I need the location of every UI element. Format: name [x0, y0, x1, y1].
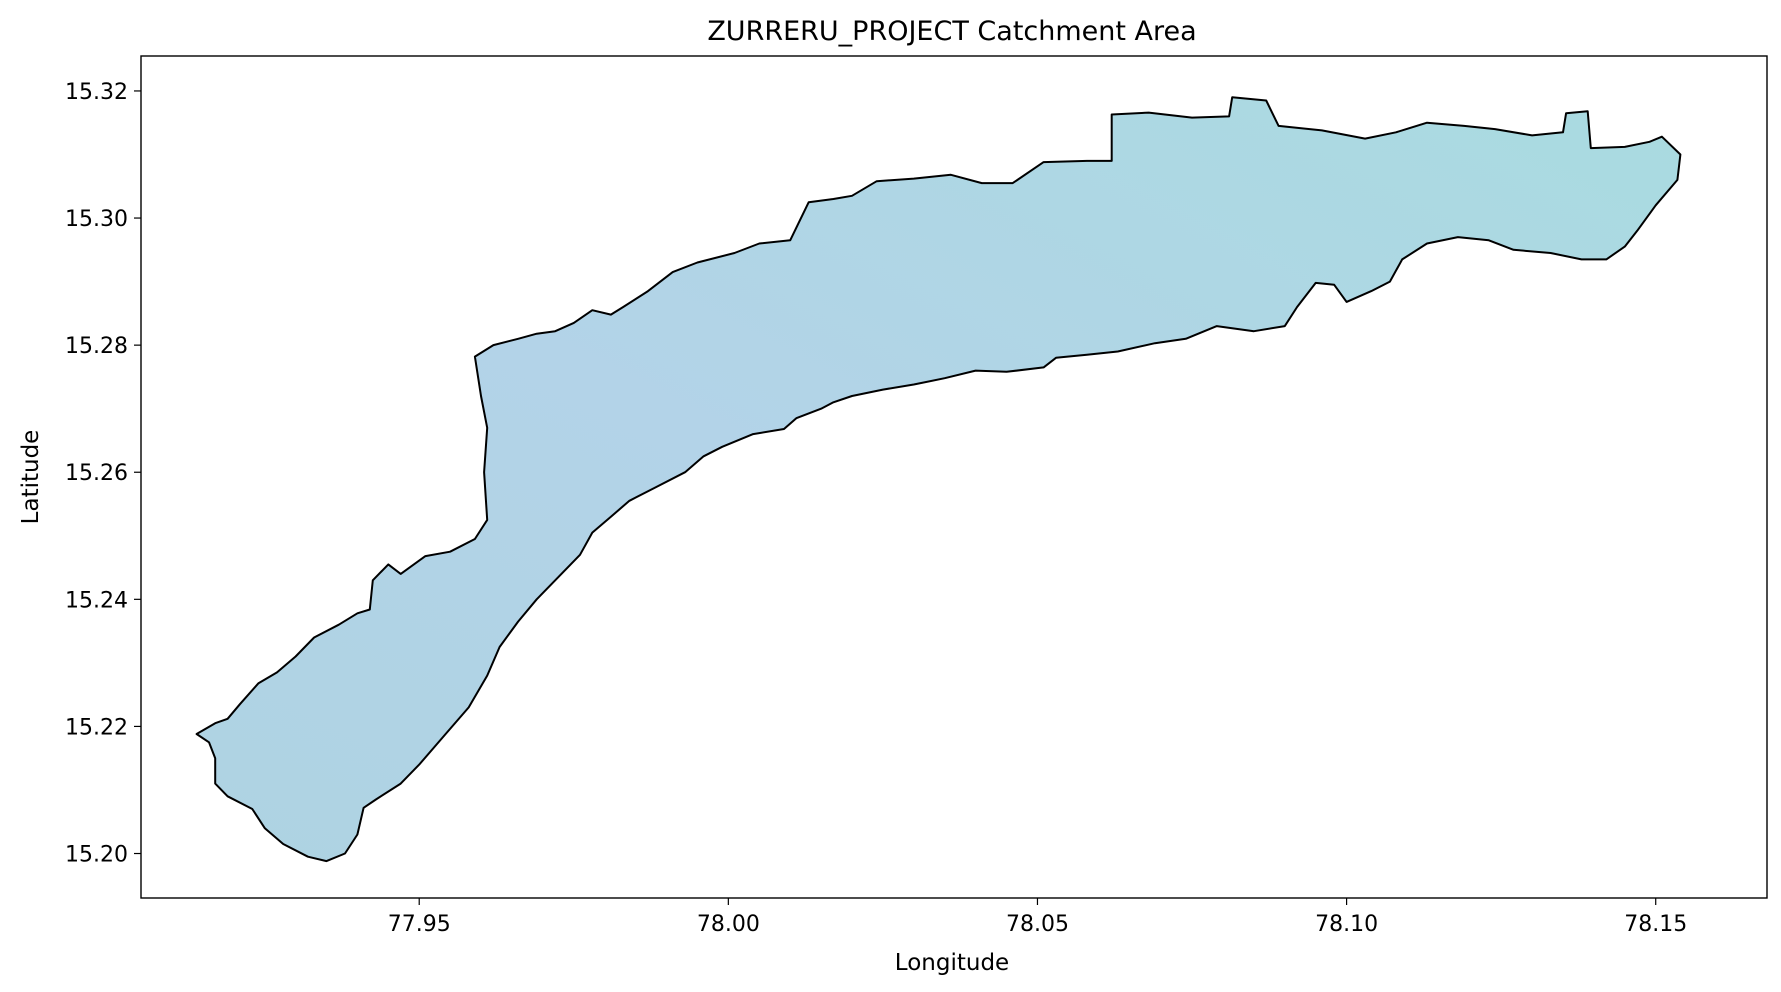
x-axis: 77.95 78.00 78.05 78.10 78.15: [388, 898, 1687, 937]
y-tick-label: 15.28: [65, 334, 128, 359]
x-tick-label: 78.00: [697, 912, 760, 937]
y-axis: 15.20 15.22 15.24 15.26 15.28 15.30 15.32: [65, 80, 141, 868]
x-tick-label: 78.05: [1006, 912, 1069, 937]
catchment-polygon: [195, 96, 1682, 863]
y-tick-label: 15.20: [65, 843, 128, 868]
chart-title: ZURRERU_PROJECT Catchment Area: [707, 16, 1196, 47]
y-tick-label: 15.26: [65, 461, 128, 486]
x-tick-label: 77.95: [388, 912, 451, 937]
x-tick-label: 78.15: [1624, 912, 1687, 937]
x-axis-label: Longitude: [895, 950, 1009, 976]
y-axis-label: Latitude: [18, 430, 44, 525]
y-tick-label: 15.30: [65, 207, 128, 232]
y-tick-label: 15.22: [65, 715, 128, 740]
y-tick-label: 15.32: [65, 80, 128, 105]
y-tick-label: 15.24: [65, 588, 128, 613]
x-tick-label: 78.10: [1315, 912, 1378, 937]
